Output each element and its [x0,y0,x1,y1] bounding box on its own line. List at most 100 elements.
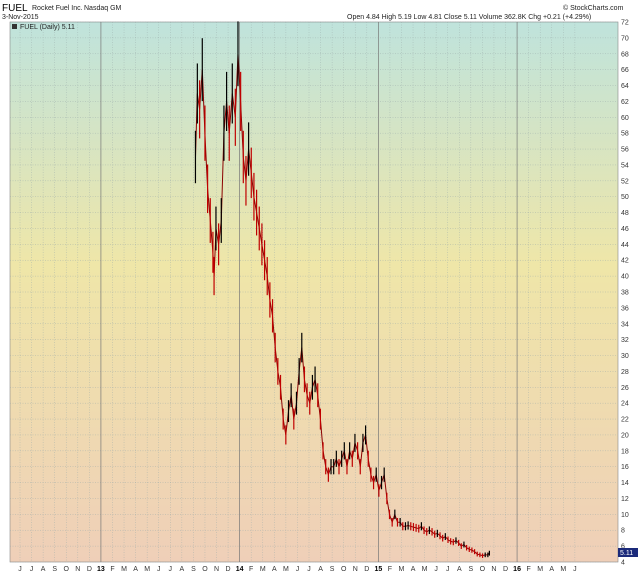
legend-label: FUEL (Daily) 5.11 [20,24,75,31]
x-tick-label: M [121,566,127,573]
company-name: Rocket Fuel Inc. [32,5,83,12]
y-tick-label: 70 [621,35,629,42]
y-tick-label: 64 [621,83,629,90]
plot-area [9,21,619,563]
y-tick-label: 50 [621,194,629,201]
y-tick-label: 62 [621,99,629,106]
x-tick-label: O [480,566,486,573]
x-tick-label: J [169,566,173,573]
y-tick-label: 42 [621,258,629,265]
y-tick-label: 6 [621,544,625,551]
y-tick-label: 32 [621,337,629,344]
chart-date: 3-Nov-2015 [2,14,39,21]
x-tick-label: F [526,566,530,573]
x-tick-label: M [399,566,405,573]
y-tick-label: 72 [621,20,629,27]
x-tick-label: J [573,566,577,573]
last-price-badge [618,548,638,557]
x-tick-label: M [260,566,266,573]
x-tick-label: S [52,566,57,573]
x-tick-label: J [434,566,438,573]
x-tick-label: N [353,566,358,573]
y-tick-label: 52 [621,178,629,185]
y-tick-label: 18 [621,448,629,455]
x-tick-label: S [469,566,474,573]
x-tick-label: N [491,566,496,573]
x-tick-label: A [41,566,46,573]
y-tick-label: 48 [621,210,629,217]
y-tick-label: 24 [621,401,629,408]
last-price-label: 5.11 [620,550,633,557]
source-credit: © StockCharts.com [563,4,624,12]
x-tick-label: O [341,566,347,573]
y-tick-label: 28 [621,369,629,376]
x-tick-label: J [157,566,161,573]
x-tick-label: M [283,566,289,573]
x-tick-label: J [307,566,311,573]
y-tick-label: 68 [621,51,629,58]
x-tick-label: M [422,566,428,573]
legend-marker [12,24,17,29]
x-tick-label: A [549,566,554,573]
x-tick-label: 13 [97,566,105,573]
symbol-title: FUEL [2,3,28,14]
y-tick-label: 46 [621,226,629,233]
x-tick-label: J [446,566,450,573]
y-tick-label: 14 [621,480,629,487]
x-tick-label: F [110,566,114,573]
y-tick-label: 56 [621,147,629,154]
y-tick-label: 38 [621,290,629,297]
x-tick-label: F [388,566,392,573]
x-tick-label: N [75,566,80,573]
y-tick-label: 36 [621,305,629,312]
y-tick-label: 58 [621,131,629,138]
x-tick-label: 15 [374,566,382,573]
x-tick-label: 16 [513,566,521,573]
x-tick-label: A [272,566,277,573]
x-tick-label: O [202,566,208,573]
y-axis: 4681012141618202224262830323436384042444… [621,20,629,567]
y-tick-label: 10 [621,512,629,519]
exchange-label: Nasdaq GM [84,5,122,12]
x-tick-label: M [560,566,566,573]
y-tick-label: 12 [621,496,629,503]
x-tick-label: M [144,566,150,573]
x-tick-label: O [64,566,70,573]
x-tick-label: A [411,566,416,573]
x-tick-label: A [180,566,185,573]
y-tick-label: 34 [621,321,629,328]
x-tick-label: J [18,566,22,573]
y-tick-label: 30 [621,353,629,360]
y-tick-label: 4 [621,560,625,567]
x-tick-label: N [214,566,219,573]
x-tick-label: S [191,566,196,573]
y-tick-label: 20 [621,432,629,439]
x-tick-label: M [537,566,543,573]
y-tick-label: 66 [621,67,629,74]
x-axis: J J A S O N D 13 F M A M J J A S O N D 14 F M A M J J A S O N D 15 F M A M J… [18,566,576,573]
x-tick-label: D [364,566,369,573]
price-series [194,21,490,558]
x-tick-label: A [133,566,138,573]
x-tick-label: J [30,566,34,573]
y-tick-label: 44 [621,242,629,249]
x-tick-label: D [503,566,508,573]
y-tick-label: 54 [621,162,629,169]
x-tick-label: F [249,566,253,573]
x-tick-label: 14 [236,566,244,573]
x-tick-label: A [457,566,462,573]
y-tick-label: 16 [621,464,629,471]
grid-lines [10,21,618,563]
y-tick-label: 60 [621,115,629,122]
x-tick-label: S [330,566,335,573]
x-tick-label: D [87,566,92,573]
quote-summary: Open 4.84 High 5.19 Low 4.81 Close 5.11 … [347,14,591,21]
x-tick-label: A [318,566,323,573]
x-tick-label: J [296,566,300,573]
x-tick-label: D [226,566,231,573]
y-tick-label: 8 [621,528,625,535]
y-tick-label: 40 [621,274,629,281]
y-tick-label: 26 [621,385,629,392]
y-tick-label: 22 [621,417,629,424]
